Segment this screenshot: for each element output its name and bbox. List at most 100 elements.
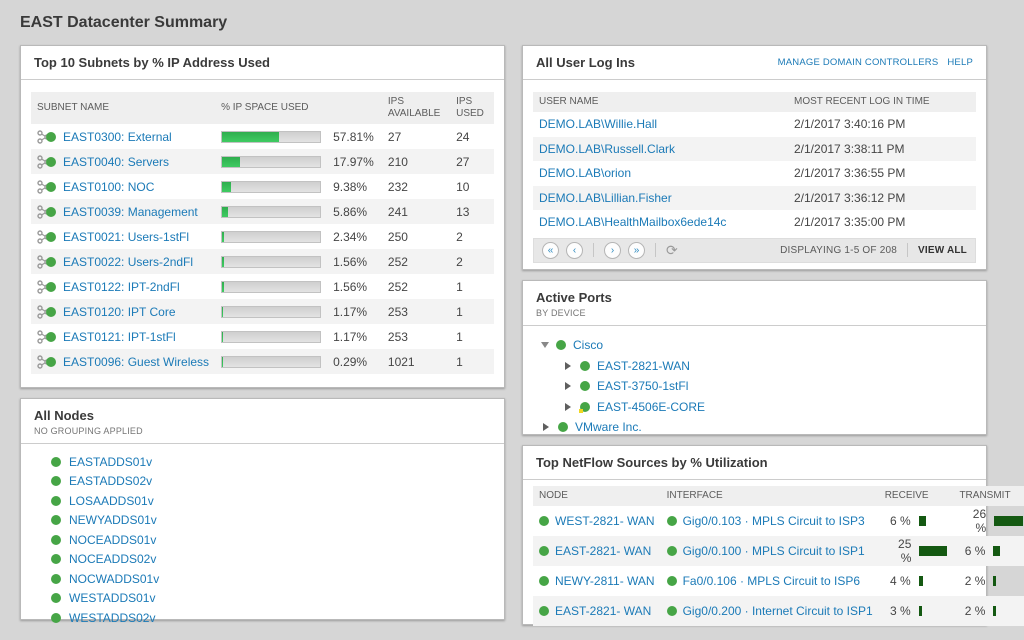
first-page-button[interactable]: « [542, 241, 559, 259]
netflow-node-link[interactable]: NEWY-2811- WAN [555, 574, 655, 588]
status-dot [46, 331, 56, 342]
status-dot [46, 206, 56, 217]
view-all-button[interactable]: VIEW ALL [917, 244, 967, 256]
subnet-link[interactable]: EAST0040: Servers [63, 154, 170, 169]
subnet-link[interactable]: EAST0100: NOC [63, 179, 155, 194]
subnet-link[interactable]: EAST0121: IPT-1stFl [63, 329, 176, 344]
subnet-pct-used: 1.56% [333, 279, 368, 294]
col-ip-space-used: % IP SPACE USED [215, 92, 382, 124]
netflow-node-link[interactable]: EAST-2821- WAN [555, 604, 652, 618]
user-link[interactable]: DEMO.LAB\Lillian.Fisher [539, 190, 672, 205]
subnet-status-icon [37, 254, 59, 270]
subnet-link[interactable]: EAST0122: IPT-2ndFl [63, 279, 180, 294]
user-link[interactable]: DEMO.LAB\Willie.Hall [539, 117, 658, 132]
node-link[interactable]: NOCWADDS01v [69, 571, 160, 586]
login-time: 2/1/2017 3:38:11 PM [788, 136, 976, 161]
subnet-ips-available: 27 [387, 129, 402, 144]
subnets-table: SUBNET NAME % IP SPACE USED IPS AVAILABL… [31, 92, 494, 374]
device-status-dot [579, 401, 590, 413]
node-link[interactable]: NEWYADDS01v [69, 513, 157, 528]
device-link[interactable]: EAST-2821-WAN [597, 358, 690, 373]
receive-pct: 25 % [898, 537, 912, 565]
status-dot [46, 131, 56, 142]
expand-arrow-icon[interactable] [541, 342, 549, 349]
subnet-link[interactable]: EAST0300: External [63, 129, 172, 144]
node-status-dot [51, 534, 61, 545]
subnet-row: EAST0121: IPT-1stFl 1.17% 253 [31, 324, 494, 349]
netflow-interface-link[interactable]: Gig0/0.100 · MPLS Circuit to ISP1 [682, 544, 865, 558]
pager-divider [593, 243, 594, 257]
refresh-icon[interactable]: ⟳ [666, 242, 678, 258]
user-logins-table: USER NAME MOST RECENT LOG IN TIME DEMO.L… [533, 92, 976, 235]
ip-usage-bar [221, 230, 322, 243]
prev-page-button[interactable]: ‹ [566, 241, 583, 259]
subnet-link[interactable]: EAST0120: IPT Core [63, 304, 176, 319]
user-link[interactable]: DEMO.LAB\HealthMailbox6ede14c [539, 215, 727, 230]
node-link[interactable]: NOCEADDS02v [69, 552, 157, 567]
device-link[interactable]: Cisco [573, 338, 604, 353]
receive-bar [918, 516, 926, 526]
expand-arrow-icon[interactable] [543, 423, 551, 432]
node-link[interactable]: NOCEADDS01v [69, 532, 157, 547]
ip-usage-bar-fill [222, 281, 224, 292]
device-status-dot [580, 381, 590, 392]
help-link[interactable]: HELP [947, 57, 973, 68]
subnets-panel-title: Top 10 Subnets by % IP Address Used [34, 55, 270, 70]
netflow-node-link[interactable]: WEST-2821- WAN [555, 514, 655, 528]
subnet-link[interactable]: EAST0096: Guest Wireless [63, 354, 210, 369]
netflow-title: Top NetFlow Sources by % Utilization [536, 455, 768, 470]
user-link[interactable]: DEMO.LAB\Russell.Clark [539, 141, 676, 156]
node-link[interactable]: WESTADDS02v [69, 610, 156, 625]
ip-usage-bar-fill [222, 181, 232, 192]
subnet-ips-used: 2 [456, 229, 463, 244]
device-link[interactable]: EAST-4506E-CORE [597, 399, 706, 414]
ip-usage-bar-fill [222, 356, 224, 367]
node-link[interactable]: EASTADDS02v [69, 474, 153, 489]
device-tree-row: EAST-3750-1stFl [541, 376, 986, 397]
node-status-dot [51, 554, 61, 565]
all-nodes-panel: All Nodes NO GROUPING APPLIED EASTADDS01… [20, 398, 505, 625]
transmit-bar [993, 606, 997, 616]
interface-status-dot [666, 546, 677, 556]
expand-arrow-icon[interactable] [565, 361, 573, 370]
subnet-row: EAST0039: Management 5.86% 241 [31, 199, 494, 224]
subnet-ips-available: 252 [381, 249, 451, 274]
netflow-row: WEST-2821- WAN Gig0/0.103 · MPLS Circuit… [533, 506, 1024, 536]
netflow-interface-link[interactable]: Gig0/0.200 · Internet Circuit to ISP1 [682, 604, 873, 618]
next-page-button[interactable]: › [604, 241, 621, 259]
device-link[interactable]: VMware Inc. [575, 420, 642, 435]
transmit-bar [994, 516, 1024, 526]
node-link[interactable]: WESTADDS01v [69, 591, 156, 606]
subnet-ips-used: 24 [456, 129, 470, 144]
netflow-node-link[interactable]: EAST-2821- WAN [555, 544, 652, 558]
receive-pct: 4 % [890, 574, 911, 588]
device-status-dot [580, 360, 590, 371]
ip-usage-bar-fill [222, 231, 225, 242]
login-row: DEMO.LAB\Lillian.Fisher 2/1/2017 3:36:12… [533, 185, 976, 210]
device-status-dot [556, 340, 566, 351]
login-time: 2/1/2017 3:36:55 PM [794, 166, 906, 181]
subnet-pct-used: 1.17% [327, 299, 382, 324]
node-status-dot [539, 606, 549, 616]
user-logins-panel: All User Log Ins MANAGE DOMAIN CONTROLLE… [522, 45, 987, 270]
subnet-ips-available: 210 [381, 149, 451, 174]
node-status-dot [51, 573, 61, 584]
node-link[interactable]: EASTADDS01v [69, 454, 153, 469]
last-page-button[interactable]: » [628, 241, 645, 259]
subnet-row: EAST0100: NOC 9.38% 232 [31, 174, 494, 199]
expand-arrow-icon[interactable] [565, 382, 573, 391]
user-link[interactable]: DEMO.LAB\orion [539, 166, 632, 181]
subnet-link[interactable]: EAST0022: Users-2ndFl [63, 254, 194, 269]
subnet-link[interactable]: EAST0021: Users-1stFl [63, 229, 190, 244]
subnet-link[interactable]: EAST0039: Management [63, 204, 198, 219]
col-subnet-name: SUBNET NAME [31, 92, 216, 124]
manage-domain-controllers-link[interactable]: MANAGE DOMAIN CONTROLLERS [777, 57, 939, 68]
status-dot [46, 281, 56, 292]
expand-arrow-icon[interactable] [565, 402, 573, 411]
device-link[interactable]: EAST-3750-1stFl [597, 379, 689, 394]
netflow-table: NODE INTERFACE RECEIVE TRANSMIT [533, 486, 1024, 626]
node-link[interactable]: LOSAADDS01v [69, 493, 154, 508]
netflow-interface-link[interactable]: Gig0/0.103 · MPLS Circuit to ISP3 [682, 514, 865, 528]
netflow-interface-link[interactable]: Fa0/0.106 · MPLS Circuit to ISP6 [682, 574, 861, 588]
subnet-row: EAST0122: IPT-2ndFl 1.56% 252 [31, 274, 494, 299]
